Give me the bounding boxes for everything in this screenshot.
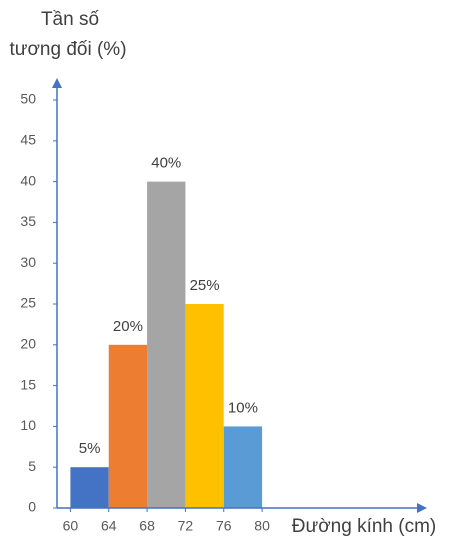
plot-area xyxy=(70,181,263,509)
y-axis-title: tương đối (%) xyxy=(9,39,126,60)
bar xyxy=(223,426,263,508)
y-tick-label: 25 xyxy=(20,295,36,311)
data-label: 20% xyxy=(113,318,143,335)
y-tick-label: 35 xyxy=(20,213,36,229)
bar xyxy=(185,304,224,508)
x-tick-label: 76 xyxy=(216,518,232,534)
y-tick-label: 45 xyxy=(20,132,36,148)
y-axis-title: Tần số xyxy=(41,9,100,30)
y-tick-label: 15 xyxy=(20,376,36,392)
data-label: 5% xyxy=(79,440,101,457)
y-tick-label: 0 xyxy=(28,499,36,515)
x-tick-label: 68 xyxy=(139,518,155,534)
y-tick-label: 50 xyxy=(20,91,36,107)
x-tick-label: 80 xyxy=(254,518,270,534)
data-label: 40% xyxy=(151,155,181,172)
y-tick-label: 40 xyxy=(20,172,36,188)
bar xyxy=(147,181,186,509)
bar xyxy=(70,467,109,508)
y-tick-label: 20 xyxy=(20,336,36,352)
bar xyxy=(108,344,148,508)
data-label: 10% xyxy=(228,399,258,416)
y-tick-label: 30 xyxy=(20,254,36,270)
y-tick-label: 5 xyxy=(28,458,36,474)
x-tick-label: 64 xyxy=(101,518,117,534)
x-axis-title: Đường kính (cm) xyxy=(292,516,437,537)
data-label: 25% xyxy=(190,277,220,294)
y-tick-label: 10 xyxy=(20,417,36,433)
x-tick-label: 60 xyxy=(63,518,79,534)
x-tick-label: 72 xyxy=(178,518,194,534)
